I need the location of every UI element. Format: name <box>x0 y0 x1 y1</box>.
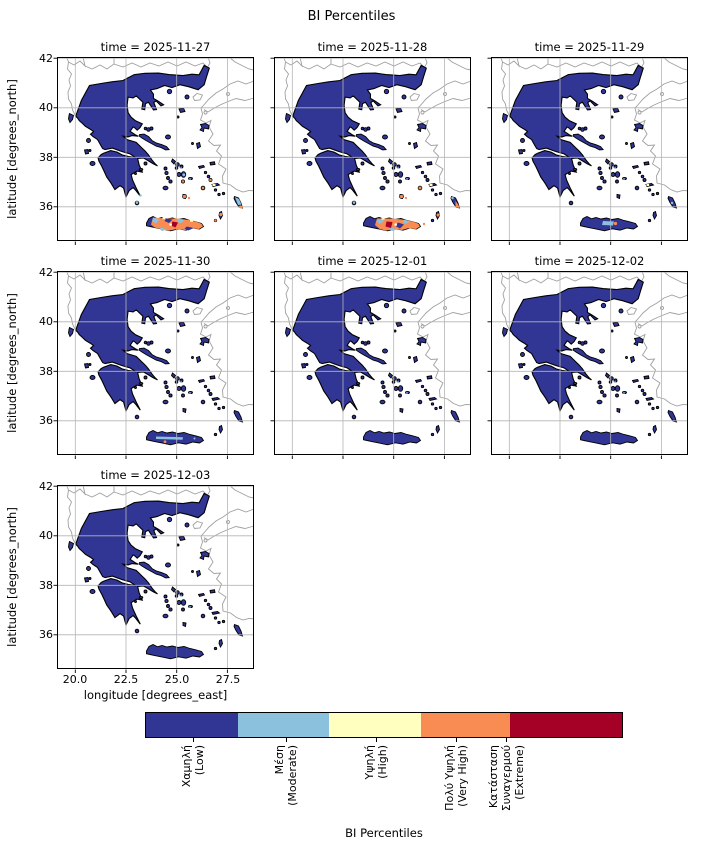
y-axis-label: latitude [degrees_north] <box>5 507 19 647</box>
category-name-greek: Μέση <box>273 745 286 775</box>
y-tick-label: 42 <box>39 52 53 65</box>
y-tick-label: 40 <box>39 101 53 114</box>
category-name-english: (Low) <box>193 745 206 776</box>
colorbar <box>145 712 623 738</box>
category-name-english: (Moderate) <box>286 745 299 806</box>
x-tick-label: 27.5 <box>215 673 241 686</box>
colorbar-segment-moderate <box>238 713 329 737</box>
y-tick-label: 38 <box>39 365 53 378</box>
y-tick-label: 40 <box>39 315 53 328</box>
y-tick-label: 36 <box>39 628 53 641</box>
colorbar-tick <box>376 738 378 742</box>
greece-map <box>269 270 472 460</box>
category-name-greek: Χαμηλή <box>180 745 193 788</box>
y-tick-label: 40 <box>39 529 53 542</box>
facet-title: time = 2025-12-03 <box>100 468 211 482</box>
facet-title: time = 2025-12-02 <box>534 254 645 268</box>
facet-map-2025-12-03: time = 2025-12-03 <box>52 468 255 674</box>
x-tick-label: 20.0 <box>62 673 88 686</box>
x-tick-label: 25.0 <box>164 673 190 686</box>
y-axis-label: latitude [degrees_north] <box>5 293 19 433</box>
greece-map <box>486 270 689 460</box>
facet-map-2025-12-01: time = 2025-12-01 <box>269 254 472 460</box>
colorbar-segment-low <box>146 713 238 737</box>
greece-map <box>269 56 472 246</box>
facet-title: time = 2025-11-30 <box>100 254 211 268</box>
colorbar-tick <box>193 738 195 742</box>
greece-map <box>52 270 255 460</box>
colorbar-segment-very-high <box>421 713 510 737</box>
colorbar-tick <box>456 738 458 742</box>
category-name-greek: Υψηλή <box>363 745 376 780</box>
y-tick-label: 38 <box>39 151 53 164</box>
x-tick-label: 22.5 <box>113 673 139 686</box>
colorbar-segment-extreme <box>510 713 622 737</box>
category-name-english: (Extreme) <box>512 745 526 800</box>
category-name-english: (High) <box>376 745 389 779</box>
colorbar-tick <box>506 738 508 742</box>
facet-map-2025-11-27: time = 2025-11-27 <box>52 40 255 246</box>
y-axis-label: latitude [degrees_north] <box>5 79 19 219</box>
facet-map-2025-11-28: time = 2025-11-28 <box>269 40 472 246</box>
y-tick-label: 42 <box>39 480 53 493</box>
colorbar-tick <box>286 738 288 742</box>
figure-title: BI Percentiles <box>307 9 396 24</box>
y-tick-label: 36 <box>39 200 53 213</box>
facet-title: time = 2025-12-01 <box>317 254 428 268</box>
category-name-english: (Very High) <box>456 745 469 807</box>
greece-map <box>52 56 255 246</box>
y-tick-label: 42 <box>39 266 53 279</box>
colorbar-segment-high <box>329 713 421 737</box>
colorbar-axis-label: BI Percentiles <box>345 826 423 840</box>
facet-map-2025-11-29: time = 2025-11-29 <box>486 40 689 246</box>
category-name-greek: Πολύ Υψηλή <box>443 745 456 811</box>
facet-title: time = 2025-11-29 <box>534 40 645 54</box>
greece-map <box>52 484 255 674</box>
facet-map-2025-12-02: time = 2025-12-02 <box>486 254 689 460</box>
greece-map <box>486 56 689 246</box>
x-axis-label: longitude [degrees_east] <box>83 688 228 702</box>
facet-title: time = 2025-11-27 <box>100 40 211 54</box>
y-tick-label: 36 <box>39 414 53 427</box>
y-tick-label: 38 <box>39 579 53 592</box>
facet-title: time = 2025-11-28 <box>317 40 428 54</box>
facet-map-2025-11-30: time = 2025-11-30 <box>52 254 255 460</box>
